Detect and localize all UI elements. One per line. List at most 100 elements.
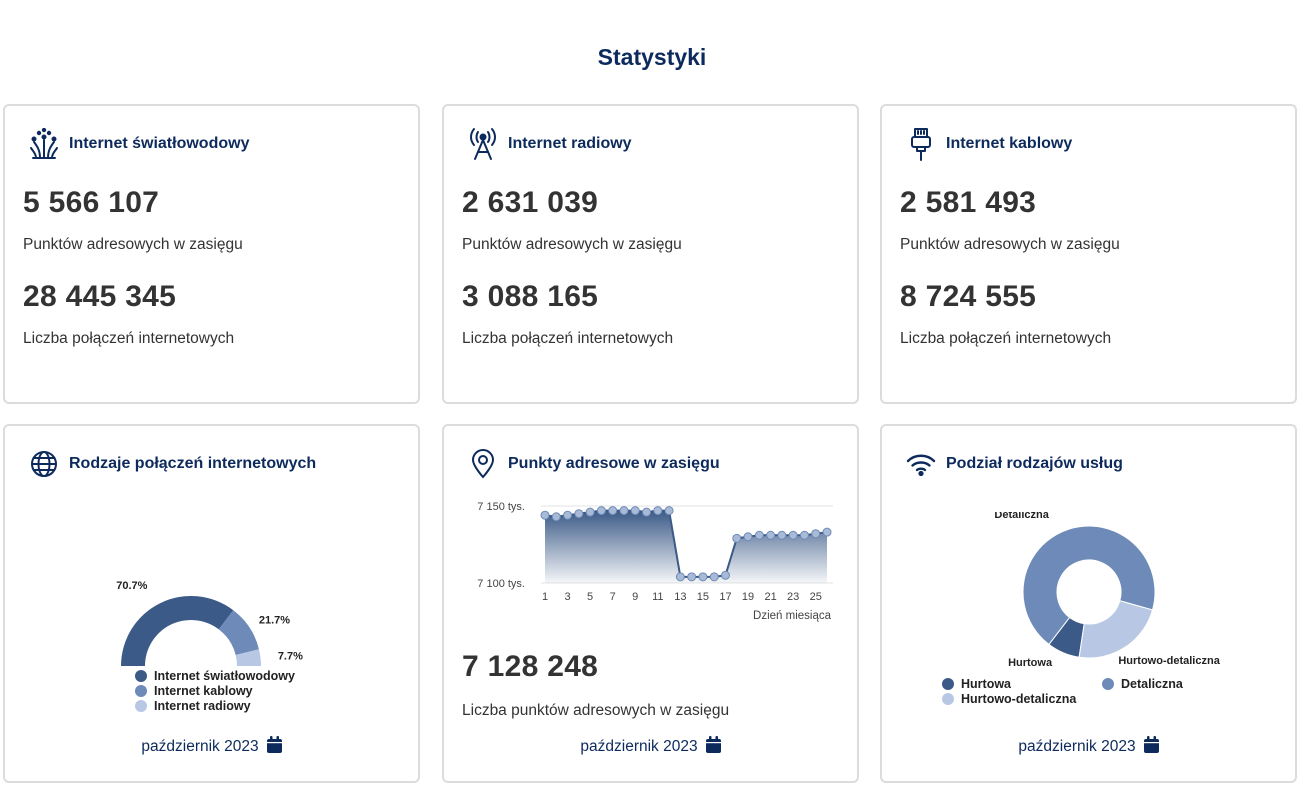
data-point <box>664 506 674 516</box>
date-selector[interactable]: październik 2023 <box>444 736 857 758</box>
slice-label: Hurtowa <box>1008 657 1053 669</box>
card-header: Rodzaje połączeń internetowych <box>27 446 316 482</box>
pie-slice <box>121 596 234 666</box>
fiber-address-points-value: 5 566 107 <box>23 186 160 219</box>
legend-label: Internet radiowy <box>154 699 251 713</box>
card-title: Internet światłowodowy <box>69 135 250 152</box>
data-point <box>551 512 561 522</box>
service-types-chart: Hurtowa Detaliczna Hurtowo-detaliczna <box>994 512 1220 669</box>
data-point <box>743 532 753 542</box>
x-tick-label: 21 <box>764 591 776 603</box>
x-tick-label: 13 <box>674 591 686 603</box>
legend-item[interactable]: Detaliczna <box>1102 677 1183 691</box>
wifi-icon <box>904 446 938 482</box>
page-title: Statystyki <box>597 44 707 70</box>
date-selector[interactable]: październik 2023 <box>882 736 1295 758</box>
legend-label: Hurtowo-detaliczna <box>961 692 1077 706</box>
x-tick-label: 17 <box>719 591 731 603</box>
card-header: Internet światłowodowy <box>27 126 249 162</box>
slice-value-label: 21.7% <box>259 615 290 627</box>
data-point <box>720 570 730 580</box>
data-point <box>574 509 584 519</box>
address-points-card: Punkty adresowe w zasięgu 7 150 tys. 7 10… <box>442 424 859 783</box>
cable-address-points-label: Punktów adresowych w zasięgu <box>900 236 1120 253</box>
calendar-icon[interactable] <box>1143 736 1159 758</box>
y-tick-label: 7 100 tys. <box>477 578 525 590</box>
radio-connections-value: 3 088 165 <box>462 280 599 313</box>
fiber-optic-icon <box>27 126 61 162</box>
cable-connections-label: Liczba połączeń internetowych <box>900 330 1112 347</box>
legend-swatch <box>135 670 147 682</box>
legend-item[interactable]: Internet radiowy <box>135 699 251 713</box>
legend-swatch <box>135 700 147 712</box>
legend-item[interactable]: Hurtowo-detaliczna <box>942 692 1076 706</box>
y-tick-label: 7 150 tys. <box>477 501 525 513</box>
legend-label: Detaliczna <box>1121 677 1183 691</box>
x-tick-label: 9 <box>632 591 638 603</box>
data-point <box>642 507 652 517</box>
legend-item[interactable]: Internet światłowodowy <box>135 669 295 683</box>
date-label: październik 2023 <box>141 738 259 755</box>
legend-item[interactable]: Internet kablowy <box>135 684 253 698</box>
data-point <box>709 572 719 582</box>
data-point <box>675 572 685 582</box>
data-point <box>732 533 742 543</box>
pie-slice <box>218 610 259 655</box>
data-point <box>608 506 618 516</box>
x-tick-label: 15 <box>697 591 709 603</box>
x-tick-label: 11 <box>652 591 663 603</box>
globe-icon <box>27 446 61 482</box>
radio-connections-label: Liczba połączeń internetowych <box>462 330 674 347</box>
data-point <box>788 530 798 540</box>
service-types-card: Podział rodzajów usług Hurtowa Detaliczna… <box>880 424 1297 783</box>
legend-swatch <box>1102 678 1114 690</box>
ethernet-cable-icon <box>904 126 938 162</box>
date-label: październik 2023 <box>580 738 698 755</box>
x-tick-label: 25 <box>810 591 822 603</box>
legend-item[interactable]: Hurtowa <box>942 677 1011 691</box>
data-point <box>596 506 606 516</box>
address-points-total: 7 128 248 <box>462 650 599 683</box>
radio-tower-icon <box>466 126 500 162</box>
card-header: Internet radiowy <box>466 126 632 162</box>
map-pin-icon <box>466 446 500 482</box>
slice-label: Detaliczna <box>994 512 1049 521</box>
slice-value-label: 70.7% <box>116 580 147 592</box>
donut-slice <box>1078 600 1154 659</box>
data-point <box>822 527 832 537</box>
area-fill <box>545 510 827 583</box>
radio-address-points-value: 2 631 039 <box>462 186 599 219</box>
legend-swatch <box>135 685 147 697</box>
connection-types-chart: 70.7% 21.7% 7.7% <box>116 580 303 666</box>
fiber-address-points-label: Punktów adresowych w zasięgu <box>23 236 243 253</box>
card-title: Internet kablowy <box>946 135 1073 152</box>
card-title: Internet radiowy <box>508 135 632 152</box>
x-tick-label: 5 <box>587 591 593 603</box>
connection-types-card: Rodzaje połączeń internetowych 70.7% 21.7… <box>3 424 420 783</box>
radio-card: Internet radiowy 2 631 039 Punktów adres… <box>442 104 859 404</box>
calendar-icon[interactable] <box>705 736 721 758</box>
data-point <box>687 572 697 582</box>
card-title: Punkty adresowe w zasięgu <box>508 455 720 472</box>
pie-slice <box>235 649 261 666</box>
radio-address-points-label: Punktów adresowych w zasięgu <box>462 236 682 253</box>
x-tick-label: 3 <box>564 591 570 603</box>
address-points-chart: 7 150 tys.7 100 tys.1 3 5 7 9 11 13 15 17 19 21 23 2… <box>477 501 833 622</box>
cable-connections-value: 8 724 555 <box>900 280 1037 313</box>
cable-address-points-value: 2 581 493 <box>900 186 1037 219</box>
x-tick-label: 19 <box>742 591 754 603</box>
data-point <box>630 506 640 516</box>
data-point <box>585 507 595 517</box>
data-point <box>754 530 764 540</box>
calendar-icon[interactable] <box>266 736 282 758</box>
date-selector[interactable]: październik 2023 <box>5 736 418 758</box>
donut-slice <box>1022 525 1156 646</box>
data-point <box>563 510 573 520</box>
slice-label: Hurtowo-detaliczna <box>1118 655 1220 667</box>
slice-value-label: 7.7% <box>278 650 303 662</box>
data-point <box>540 510 550 520</box>
x-tick-label: 23 <box>787 591 799 603</box>
data-point <box>777 530 787 540</box>
legend-label: Internet światłowodowy <box>154 669 295 683</box>
data-point <box>811 529 821 539</box>
